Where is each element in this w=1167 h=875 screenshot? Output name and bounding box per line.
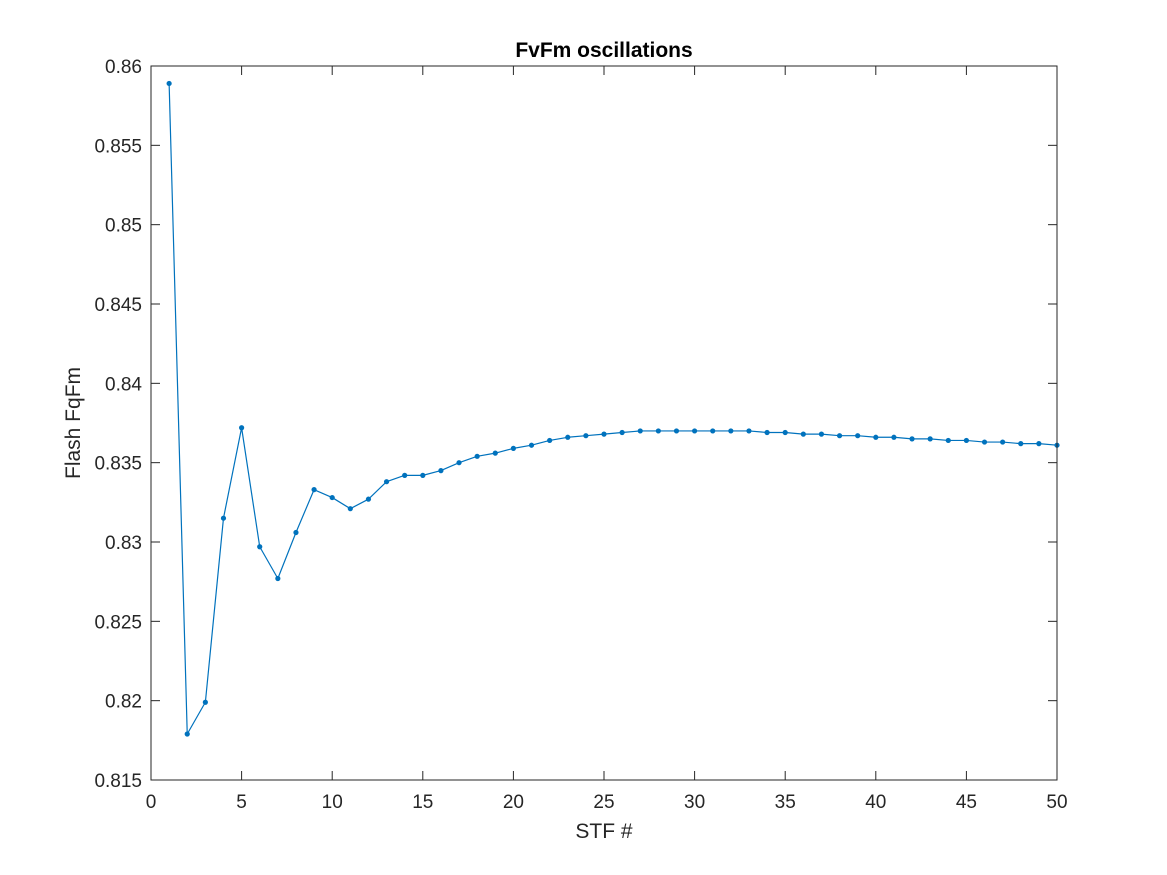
tick-labels: 0 5 10 15 20 25 30 35 40 45 50 0.815 0.82 0.825 0.83 0.… — [94, 57, 1067, 813]
data-point — [438, 468, 444, 474]
y-tick-label: 0.82 — [105, 692, 142, 713]
data-point — [166, 80, 172, 87]
data-point — [655, 428, 661, 434]
data-point — [673, 428, 680, 434]
series-layer — [166, 80, 1060, 737]
y-tick-label: 0.815 — [94, 771, 142, 792]
data-point — [547, 437, 553, 444]
data-point — [257, 544, 263, 550]
data-point — [565, 434, 571, 440]
data-point — [601, 431, 607, 437]
data-point — [365, 496, 372, 502]
y-axis-label: Flash FqFm — [62, 367, 85, 479]
y-tick-label: 0.855 — [94, 136, 142, 157]
data-point — [637, 428, 643, 434]
data-point — [492, 450, 498, 456]
y-tick-label: 0.825 — [94, 612, 142, 633]
data-point — [909, 436, 915, 442]
y-tick-label: 0.84 — [105, 374, 142, 395]
data-point — [383, 479, 390, 485]
data-point — [963, 437, 970, 444]
x-tick-label: 50 — [1046, 792, 1067, 813]
x-tick-label: 10 — [322, 792, 343, 813]
data-point — [275, 575, 281, 582]
chart-title: FvFm oscillations — [515, 39, 692, 62]
y-tick-label: 0.835 — [94, 454, 142, 475]
data-point — [510, 445, 516, 451]
data-point — [800, 431, 806, 437]
data-point — [347, 506, 353, 512]
x-tick-label: 20 — [503, 792, 524, 813]
data-point — [728, 428, 734, 434]
data-point — [420, 472, 426, 478]
x-tick-label: 5 — [236, 792, 247, 813]
data-point — [1036, 441, 1042, 447]
data-point — [456, 460, 462, 466]
data-point — [855, 433, 861, 439]
data-point — [311, 487, 317, 493]
x-tick-label: 45 — [956, 792, 977, 813]
data-point — [891, 434, 897, 440]
y-tick-label: 0.845 — [94, 295, 142, 316]
data-point — [782, 429, 788, 436]
y-tick-label: 0.86 — [105, 57, 142, 78]
y-tick-label: 0.85 — [105, 216, 142, 237]
data-point — [1000, 439, 1006, 445]
series-line — [168, 83, 1058, 735]
data-point — [220, 515, 227, 521]
data-point — [710, 428, 716, 434]
data-point — [873, 434, 879, 440]
data-point — [836, 433, 843, 439]
data-point — [239, 425, 245, 431]
x-tick-label: 0 — [146, 792, 157, 813]
data-point — [184, 731, 190, 737]
data-point — [202, 699, 208, 705]
y-tick-label: 0.83 — [105, 533, 142, 554]
data-point — [583, 433, 589, 439]
data-point — [945, 437, 951, 444]
data-point — [293, 529, 299, 536]
x-tick-label: 25 — [593, 792, 614, 813]
data-point — [528, 442, 535, 448]
x-tick-label: 15 — [412, 792, 433, 813]
data-point — [981, 439, 988, 445]
x-tick-label: 40 — [865, 792, 886, 813]
data-point — [329, 494, 335, 501]
x-axis-label: STF # — [575, 820, 632, 843]
plot-area — [151, 66, 1057, 780]
data-point — [619, 429, 625, 436]
data-point — [818, 431, 825, 437]
x-tick-label: 35 — [775, 792, 796, 813]
data-point — [692, 428, 698, 434]
data-point — [402, 472, 408, 478]
data-point — [1018, 441, 1024, 447]
data-point — [746, 428, 752, 434]
data-point — [764, 429, 770, 436]
data-point — [474, 453, 480, 459]
axes-box — [150, 65, 1058, 781]
data-point — [927, 436, 933, 442]
x-tick-label: 30 — [684, 792, 705, 813]
